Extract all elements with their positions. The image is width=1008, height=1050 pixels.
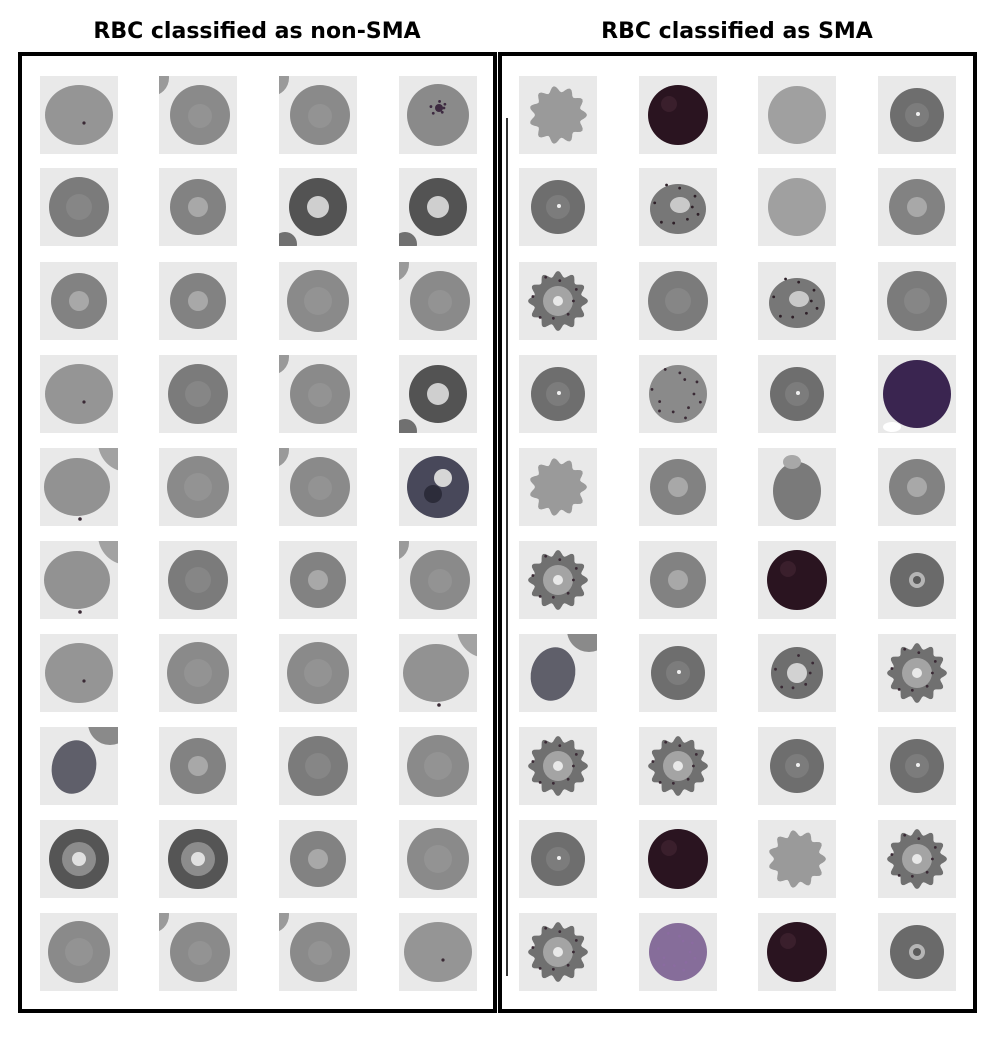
- non-sma-cell-image: [40, 913, 118, 991]
- sma-cell-image: [878, 355, 956, 433]
- non-sma-cell-image: [279, 168, 357, 246]
- non-sma-cell-image: [279, 76, 357, 154]
- non-sma-cell-image: [159, 541, 237, 619]
- non-sma-cell-image: [40, 448, 118, 526]
- sma-cell-image: [758, 634, 836, 712]
- sma-cell-image: [639, 634, 717, 712]
- sma-cell-image: [639, 820, 717, 898]
- sma-cell-image: [878, 448, 956, 526]
- non-sma-cell-image: [399, 355, 477, 433]
- non-sma-cell-image: [399, 541, 477, 619]
- non-sma-cell-image: [159, 913, 237, 991]
- sma-cell-image: [758, 168, 836, 246]
- non-sma-cell-image: [399, 448, 477, 526]
- non-sma-cell-image: [159, 634, 237, 712]
- sma-cell-image: [639, 168, 717, 246]
- non-sma-cell-image: [159, 727, 237, 805]
- sma-cell-image: [519, 76, 597, 154]
- sma-title: RBC classified as SMA: [601, 19, 873, 44]
- non-sma-cell-image: [159, 820, 237, 898]
- sma-cell-image: [878, 262, 956, 340]
- sma-cell-image: [639, 76, 717, 154]
- non-sma-cell-image: [40, 355, 118, 433]
- non-sma-cell-image: [159, 76, 237, 154]
- sma-cell-image: [519, 634, 597, 712]
- sma-cell-image: [878, 541, 956, 619]
- sma-cell-image: [519, 727, 597, 805]
- sma-cell-image: [758, 541, 836, 619]
- non-sma-cell-image: [159, 168, 237, 246]
- sma-cell-image: [878, 913, 956, 991]
- sma-cell-image: [519, 355, 597, 433]
- non-sma-cell-image: [279, 634, 357, 712]
- non-sma-cell-image: [40, 820, 118, 898]
- non-sma-cell-image: [279, 727, 357, 805]
- sma-cell-image: [878, 634, 956, 712]
- non-sma-cell-image: [279, 355, 357, 433]
- non-sma-cell-image: [40, 76, 118, 154]
- sma-cell-image: [878, 168, 956, 246]
- non-sma-cell-image: [399, 727, 477, 805]
- sma-cell-image: [758, 820, 836, 898]
- non-sma-cell-image: [279, 820, 357, 898]
- sma-cell-image: [878, 820, 956, 898]
- sma-cell-image: [639, 448, 717, 526]
- non-sma-cell-image: [399, 168, 477, 246]
- sma-cell-image: [519, 913, 597, 991]
- sma-cell-image: [639, 262, 717, 340]
- non-sma-cell-image: [279, 262, 357, 340]
- non-sma-cell-image: [399, 262, 477, 340]
- non-sma-cell-image: [399, 634, 477, 712]
- non-sma-title: RBC classified as non-SMA: [93, 19, 421, 44]
- non-sma-cell-image: [279, 541, 357, 619]
- sma-cell-image: [758, 76, 836, 154]
- non-sma-cell-image: [399, 820, 477, 898]
- non-sma-cell-image: [40, 727, 118, 805]
- sma-cell-image: [519, 262, 597, 340]
- sma-cell-image: [639, 355, 717, 433]
- non-sma-cell-image: [279, 913, 357, 991]
- sma-cell-image: [639, 727, 717, 805]
- sma-cell-image: [519, 541, 597, 619]
- sma-cell-image: [758, 262, 836, 340]
- sma-cell-image: [639, 541, 717, 619]
- sma-cell-image: [519, 820, 597, 898]
- sma-cell-image: [878, 727, 956, 805]
- non-sma-cell-image: [40, 262, 118, 340]
- non-sma-cell-image: [159, 448, 237, 526]
- sma-cell-image: [639, 913, 717, 991]
- sma-cell-image: [758, 727, 836, 805]
- non-sma-cell-image: [40, 541, 118, 619]
- non-sma-cell-image: [40, 634, 118, 712]
- non-sma-cell-image: [399, 913, 477, 991]
- panel-divider-line: [506, 118, 508, 976]
- non-sma-cell-image: [399, 76, 477, 154]
- sma-cell-image: [519, 448, 597, 526]
- sma-cell-image: [878, 76, 956, 154]
- non-sma-cell-image: [159, 262, 237, 340]
- sma-cell-image: [758, 355, 836, 433]
- sma-cell-image: [758, 913, 836, 991]
- non-sma-cell-image: [159, 355, 237, 433]
- non-sma-cell-image: [40, 168, 118, 246]
- non-sma-cell-image: [279, 448, 357, 526]
- sma-cell-image: [519, 168, 597, 246]
- sma-cell-image: [758, 448, 836, 526]
